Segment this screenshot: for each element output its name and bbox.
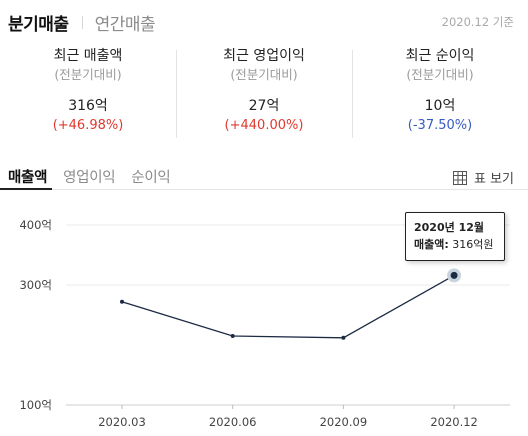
data-point[interactable]: [120, 299, 124, 304]
metric-operating-profit: 최근 영업이익 (전분기대비) 27억 (+440.00%): [176, 44, 352, 144]
metric-title: 최근 매출액: [53, 48, 123, 64]
revenue-period-tabs: 분기매출 연간매출: [8, 10, 156, 35]
y-tick-label: 100억: [19, 398, 52, 412]
tab-operating-profit[interactable]: 영업이익: [63, 170, 116, 186]
metric-change: (-37.50%): [407, 118, 473, 133]
tab-revenue[interactable]: 매출액: [8, 170, 48, 186]
y-tick-label: 300억: [19, 278, 52, 292]
table-view-label: 표 보기: [473, 172, 514, 187]
metric-revenue: 최근 매출액 (전분기대비) 316억 (+46.98%): [0, 44, 176, 144]
chart-metric-tabs: 매출액 영업이익 순이익: [8, 166, 186, 188]
tab-divider: [81, 15, 83, 29]
metric-value: 316억: [68, 98, 108, 114]
metrics-summary: 최근 매출액 (전분기대비) 316억 (+46.98%) 최근 영업이익 (전…: [0, 44, 528, 144]
tooltip-title: 2020년 12월: [414, 221, 484, 234]
x-tick-label: 2020.12: [430, 415, 478, 429]
metric-subtitle: (전분기대비): [230, 67, 298, 82]
chart-tooltip: 2020년 12월 매출액: 316억원: [405, 212, 505, 261]
tab-annual-revenue[interactable]: 연간매출: [94, 14, 156, 35]
metric-value: 10억: [424, 98, 456, 114]
x-tick-label: 2020.06: [209, 415, 257, 429]
as-of-date: 2020.12 기준: [441, 15, 514, 29]
metric-subtitle: (전분기대비): [54, 67, 122, 82]
x-tick-label: 2020.09: [320, 415, 368, 429]
metric-change: (+440.00%): [224, 118, 304, 133]
tab-net-income[interactable]: 순이익: [131, 170, 171, 186]
tab-quarterly-revenue[interactable]: 분기매출: [8, 14, 69, 35]
table-icon: [452, 170, 467, 185]
data-point[interactable]: [341, 335, 346, 340]
metric-title: 최근 순이익: [405, 48, 475, 64]
tooltip-value: 316억원: [452, 238, 494, 251]
data-point[interactable]: [230, 334, 235, 338]
metric-subtitle: (전분기대비): [406, 67, 474, 82]
tooltip-body: 매출액: 316억원: [414, 236, 496, 253]
data-point-highlighted[interactable]: [450, 271, 458, 279]
x-tick-label: 2020.03: [98, 415, 146, 429]
revenue-series-line: [121, 274, 455, 339]
active-tab-indicator: [0, 188, 52, 190]
tab-divider-line: [0, 189, 528, 190]
metric-net-income: 최근 순이익 (전분기대비) 10억 (-37.50%): [352, 44, 528, 144]
tooltip-key: 매출액:: [414, 238, 449, 251]
metric-value: 27억: [248, 98, 280, 114]
y-tick-label: 400억: [19, 218, 52, 232]
metric-title: 최근 영업이익: [223, 48, 305, 64]
table-view-button[interactable]: 표 보기: [452, 168, 514, 187]
metric-change: (+46.98%): [52, 118, 124, 133]
